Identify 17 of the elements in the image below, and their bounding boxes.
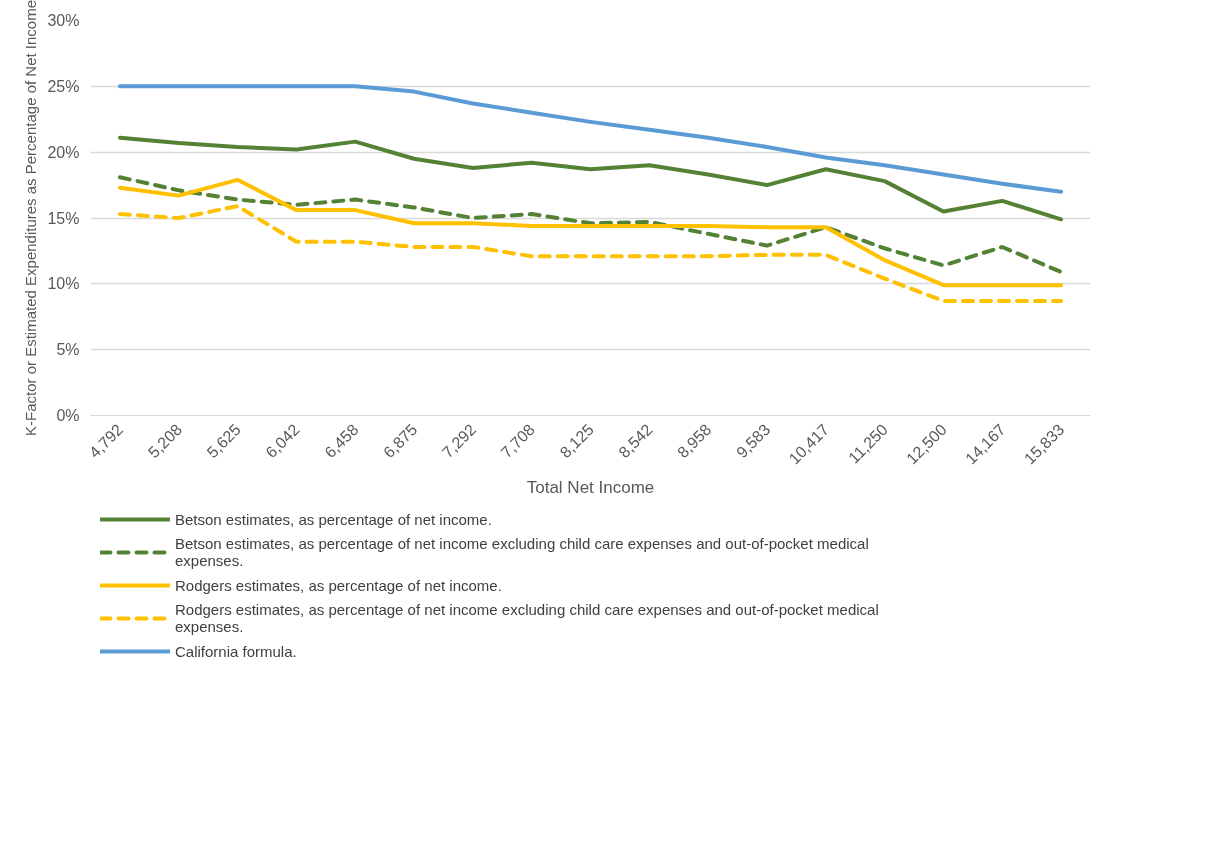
- legend-label: Betson estimates, as percentage of net income.: [175, 510, 492, 528]
- x-axis-title: Total Net Income: [526, 477, 655, 497]
- line-series: [117, 204, 1064, 303]
- y-tick-label: 10%: [47, 275, 80, 293]
- legend-label: California formula.: [175, 642, 297, 660]
- y-tick-label: 0%: [56, 407, 80, 424]
- y-tick-label: 5%: [56, 341, 80, 359]
- y-tick-label: 15%: [47, 209, 80, 227]
- y-axis-title: K-Factor or Estimated Expenditures as Percentage of Net Income: [22, 0, 40, 437]
- y-tick-label: 25%: [47, 77, 80, 95]
- legend-label: Rodgers estimates, as percentage of net income excluding child care expenses and out-of-pocket medical expenses.: [175, 601, 879, 635]
- line-series: [117, 135, 1064, 222]
- line-series: [117, 84, 1064, 194]
- y-tick-label: 20%: [47, 143, 80, 161]
- legend-label: Betson estimates, as percentage of net income excluding child care expenses and out-of-pocket medical expenses.: [175, 535, 869, 569]
- y-tick-label: 30%: [47, 12, 80, 29]
- legend-label: Rodgers estimates, as percentage of net income.: [175, 576, 502, 594]
